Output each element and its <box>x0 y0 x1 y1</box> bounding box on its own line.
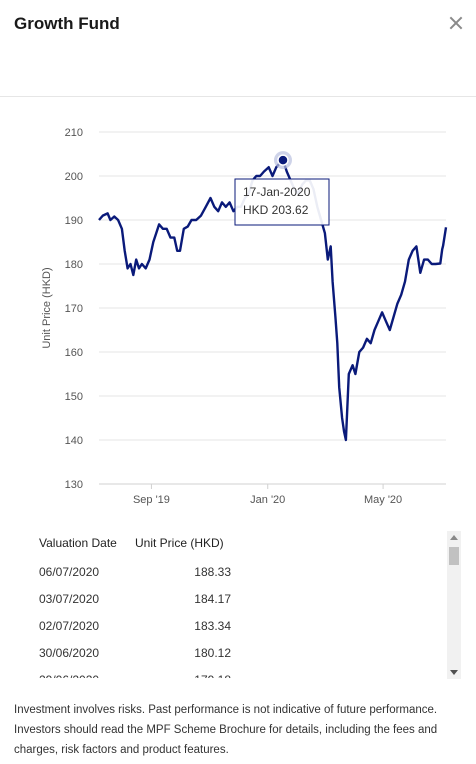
y-tick-label: 200 <box>65 171 83 183</box>
table-row: 30/06/2020 180.12 <box>28 639 231 666</box>
table-row: 02/07/2020 183.34 <box>28 612 231 639</box>
y-tick-label: 150 <box>65 391 83 403</box>
price-chart: 130 140 150 160 170 180 190 200 210 Sep '19 Jan '2… <box>41 127 448 506</box>
price-table: Valuation Date Unit Price (HKD) 06/07/20… <box>28 528 231 678</box>
row-price: 179.18 <box>125 666 231 679</box>
row-date: 03/07/2020 <box>39 591 100 606</box>
row-date: 29/06/2020 <box>28 666 125 679</box>
table-row: 03/07/2020 184.17 <box>28 585 231 612</box>
y-tick-label: 170 <box>65 303 83 315</box>
table-header-row: Valuation Date Unit Price (HKD) <box>28 528 231 558</box>
tooltip-date: 17-Jan-2020 <box>243 185 311 199</box>
y-tick-label: 160 <box>65 347 83 359</box>
y-tick-label: 140 <box>65 435 83 447</box>
tooltip-box <box>234 178 330 226</box>
row-date: 30/06/2020 <box>39 645 100 660</box>
tooltip-value: HKD 203.62 <box>243 203 309 217</box>
table-row: 06/07/2020 188.33 <box>28 558 231 585</box>
row-price: 183.34 <box>194 618 231 633</box>
column-header-price: Unit Price (HKD) <box>135 536 224 550</box>
x-tick-label: Jan '20 <box>250 494 285 506</box>
row-date: 02/07/2020 <box>39 618 100 633</box>
y-axis-title: Unit Price (HKD) <box>41 267 53 348</box>
row-price: 180.12 <box>194 645 231 660</box>
row-date: 06/07/2020 <box>39 564 100 579</box>
y-tick-label: 190 <box>65 215 83 227</box>
table-row: 29/06/2020 179.18 <box>28 666 231 679</box>
scroll-up-arrow-icon[interactable] <box>450 535 458 540</box>
close-icon[interactable] <box>445 13 467 35</box>
scroll-down-arrow-icon[interactable] <box>450 670 458 675</box>
table-scrollbar[interactable] <box>447 531 461 679</box>
y-tick-label: 210 <box>65 127 83 139</box>
y-tick-label: 180 <box>65 259 83 271</box>
risk-disclaimer: Investment involves risks. Past performa… <box>14 704 438 756</box>
row-price: 188.33 <box>194 564 231 579</box>
x-tick-label: Sep '19 <box>133 494 170 506</box>
row-price: 184.17 <box>194 591 231 606</box>
scrollbar-thumb[interactable] <box>449 547 459 565</box>
modal-header: Growth Fund <box>0 0 476 97</box>
y-tick-label: 130 <box>65 479 83 491</box>
x-tick-label: May '20 <box>364 494 402 506</box>
modal-title: Growth Fund <box>14 14 120 33</box>
column-header-date: Valuation Date <box>39 536 117 550</box>
price-table-container[interactable]: Valuation Date Unit Price (HKD) 06/07/20… <box>28 528 462 678</box>
highlight-point <box>277 154 289 166</box>
